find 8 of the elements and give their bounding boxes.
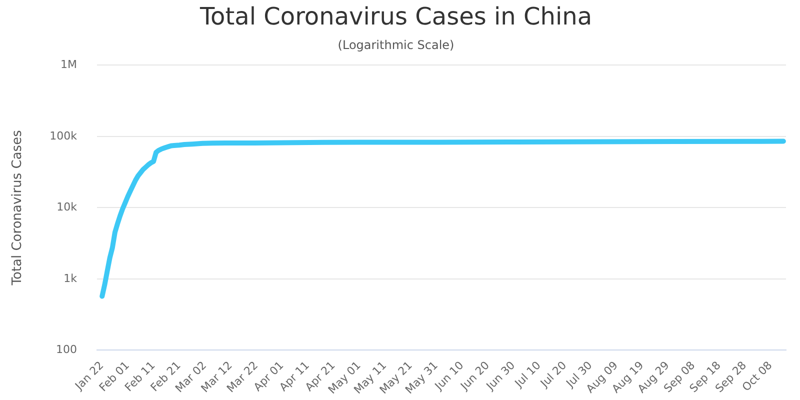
- y-tick-label: 1M: [60, 58, 77, 72]
- y-tick-label: 10k: [56, 200, 78, 214]
- y-tick-label: 100: [56, 343, 77, 356]
- y-axis-title: Total Coronavirus Cases: [10, 130, 26, 286]
- chart-subtitle: (Logarithmic Scale): [338, 38, 454, 52]
- y-tick-label: 100k: [50, 129, 78, 142]
- chart-title: Total Coronavirus Cases in China: [198, 2, 592, 31]
- y-tick-label: 1k: [64, 272, 78, 285]
